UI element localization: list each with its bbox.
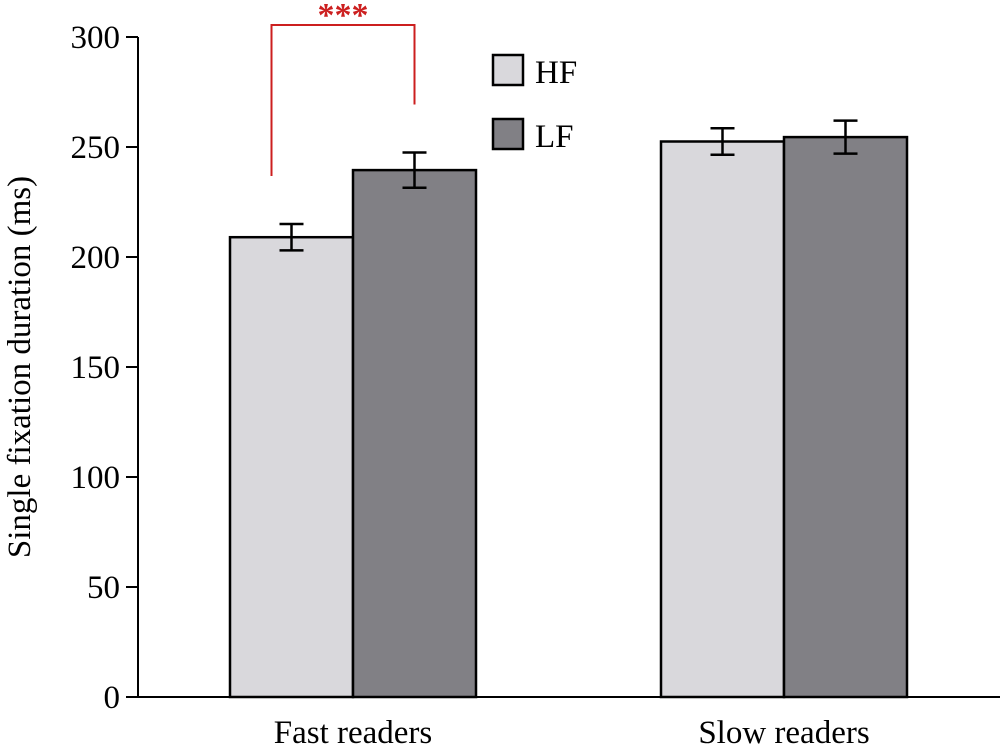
y-tick-label: 250 <box>71 130 121 166</box>
y-axis-label: Single fixation duration (ms) <box>2 176 38 558</box>
bar-lf <box>782 135 909 699</box>
significance-annotations: *** <box>270 0 416 176</box>
x-tick-label: Fast readers <box>274 715 433 747</box>
bar-hf <box>659 140 786 699</box>
x-tick-labels: Fast readers Slow readers <box>274 715 870 747</box>
legend-label-lf: LF <box>535 119 574 155</box>
significance-bracket <box>270 24 416 176</box>
y-tick-label: 200 <box>71 240 121 276</box>
legend: HF LF <box>491 53 577 155</box>
bars-group <box>228 135 909 699</box>
legend-swatch-hf <box>491 53 525 87</box>
y-tick-label: 50 <box>87 570 120 606</box>
bar-hf <box>228 235 355 699</box>
legend-label-hf: HF <box>535 55 577 91</box>
y-tick-labels: 0 50 100 150 200 250 300 <box>71 20 138 716</box>
significance-stars: *** <box>318 0 369 34</box>
bar-lf <box>351 168 478 699</box>
y-tick-label: 100 <box>71 460 121 496</box>
legend-swatch-lf <box>491 117 525 151</box>
x-tick-label: Slow readers <box>698 715 869 747</box>
y-tick-label: 150 <box>71 350 121 386</box>
y-tick-label: 0 <box>104 680 121 716</box>
error-bars-group <box>279 119 858 252</box>
y-tick-label: 300 <box>71 20 121 56</box>
